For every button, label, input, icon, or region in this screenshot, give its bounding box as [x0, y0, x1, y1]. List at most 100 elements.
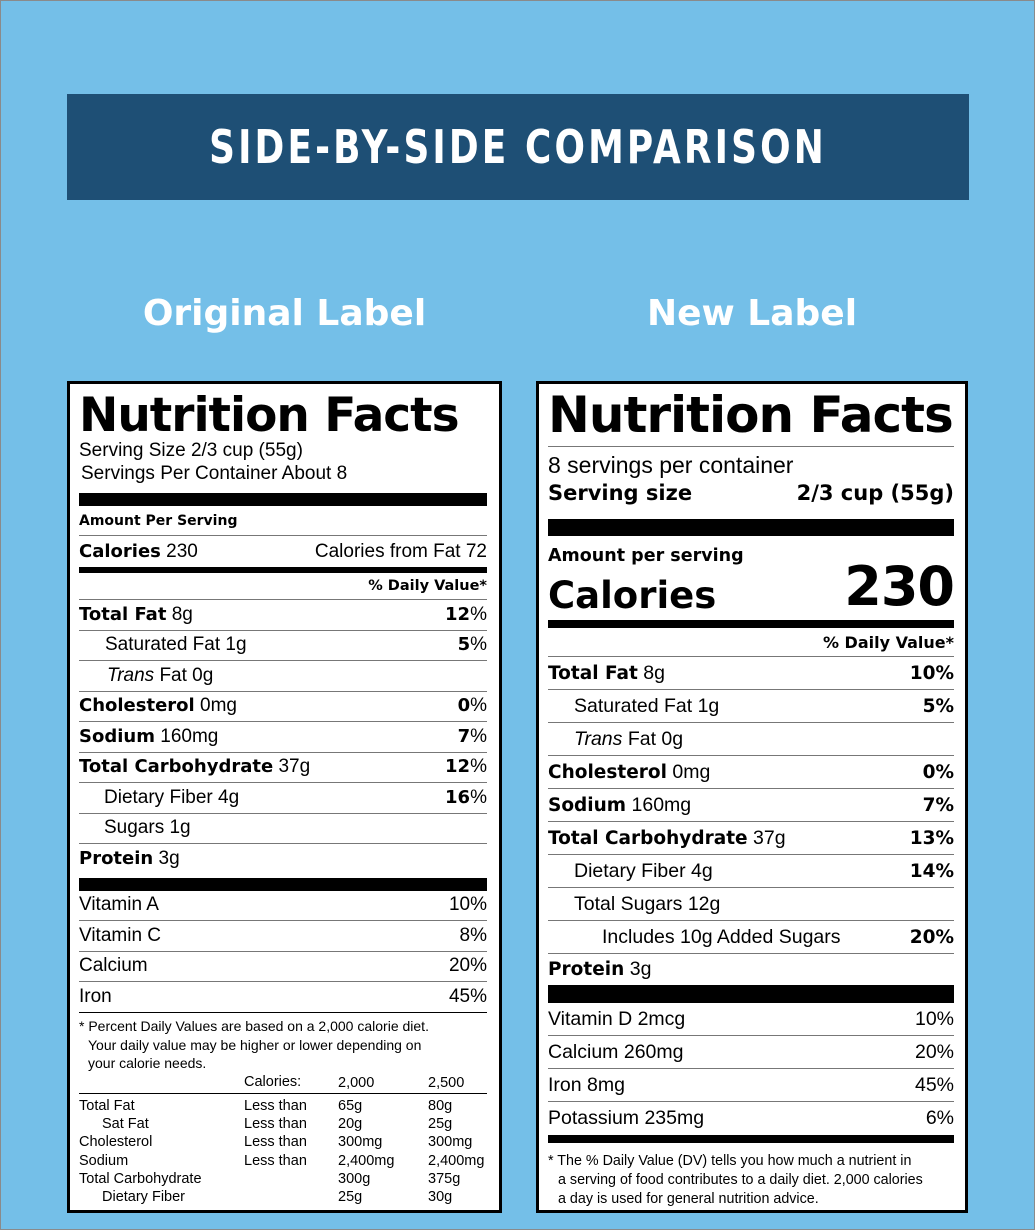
medium-divider: [79, 567, 487, 573]
footnote: * Percent Daily Values are based on a 2,…: [79, 1017, 487, 1073]
dv-v1: 300mg: [338, 1134, 383, 1151]
dv-name: Sat Fat: [102, 1116, 149, 1133]
vitamin-dv: 10%: [914, 1007, 954, 1030]
nutrient-amount: 8g: [643, 661, 665, 684]
nutrient-name: Dietary Fiber: [574, 859, 686, 882]
nutrient-amount: 3g: [158, 848, 180, 870]
vitamin-name: Iron: [79, 985, 112, 1007]
nutrient-dv: 16: [445, 786, 471, 808]
nutrient-dv: 20%: [909, 926, 954, 948]
vitamin-dv: 6%: [925, 1107, 954, 1129]
vitamin-row: Calcium 20%: [79, 952, 487, 982]
nutrient-row: Trans Fat 0g: [79, 661, 487, 692]
dv-cond: [244, 1170, 338, 1188]
dv-cond: Less than: [244, 1116, 307, 1133]
vitamin-name: Vitamin C: [79, 924, 162, 946]
daily-value-header-row: % Daily Value*: [79, 573, 487, 600]
nutrient-name: Sugars: [104, 817, 165, 839]
vitamin-row: Potassium 235mg 6%: [548, 1102, 954, 1135]
nutrient-name: Sodium: [548, 794, 627, 816]
calories-row: Calories 230: [548, 555, 955, 618]
nutrient-amount: 0mg: [672, 760, 711, 783]
serving-size-value: 2/3 cup (55g): [796, 481, 954, 505]
calories-row: Calories 230 Calories from Fat 72: [79, 536, 487, 567]
footnote-line: * The % Daily Value (DV) tells you how m…: [548, 1153, 912, 1169]
nutrient-dv: 14%: [909, 860, 954, 882]
nutrient-dv: 13%: [909, 827, 954, 849]
vitamin-row: Vitamin A 10%: [79, 891, 487, 921]
nutrient-name: Total Sugars: [574, 892, 683, 915]
nutrient-row: Saturated Fat 1g 5%: [548, 690, 954, 723]
nutrient-amount: 12g: [687, 892, 721, 915]
vitamin-dv: 45%: [448, 985, 487, 1007]
pct-sign: %: [470, 634, 487, 656]
vitamin-name: Iron 8mg: [548, 1073, 625, 1096]
thick-divider: [548, 985, 954, 1003]
vitamin-row: Calcium 260mg 20%: [548, 1036, 954, 1069]
dv-table-row: Sodium Less than 2,400mg 2,400mg: [79, 1152, 487, 1170]
banner-text: SIDE-BY-SIDE COMPARISON: [209, 120, 827, 174]
nutrient-dv: 7: [457, 725, 471, 747]
dv-header-cell: Calories:: [244, 1073, 302, 1090]
nutrient-name: Saturated Fat: [105, 634, 221, 656]
dv-table-row: Cholesterol Less than 300mg 300mg: [79, 1133, 487, 1151]
serving-size: Serving Size 2/3 cup (55g): [79, 440, 303, 461]
nutrient-dv: 5: [457, 634, 471, 656]
footnote-line: your calorie needs.: [88, 1054, 207, 1071]
nutrient-row: Dietary Fiber 4g 14%: [548, 855, 954, 888]
calories-label: Calories: [79, 540, 161, 562]
vitamin-name: Calcium: [79, 955, 148, 977]
comparison-banner: SIDE-BY-SIDE COMPARISON: [67, 94, 969, 200]
nutrient-row: Total Sugars 12g: [548, 888, 954, 921]
nutrient-row: Total Carbohydrate 37g 12%: [79, 753, 487, 783]
vitamin-row: Vitamin D 2mcg 10%: [548, 1003, 954, 1036]
footnote-line: * Percent Daily Values are based on a 2,…: [79, 1017, 429, 1034]
nutrient-dv: 12: [445, 603, 471, 625]
nutrient-row: Sugars 1g: [79, 814, 487, 844]
pct-sign: %: [470, 603, 487, 625]
dv-v1: 25g: [338, 1189, 363, 1206]
nutrient-amount: 160mg: [631, 793, 692, 816]
dv-name: Sodium: [79, 1152, 129, 1169]
calories-label: Calories: [548, 574, 717, 617]
pct-sign: %: [470, 756, 487, 778]
nutrient-amount: 4g: [691, 859, 713, 882]
nutrient-name: Trans: [107, 664, 155, 686]
nutrient-row: Protein 3g: [548, 954, 954, 985]
nutrient-amount: Fat 0g: [159, 664, 214, 686]
nutrient-name: Cholesterol: [548, 761, 667, 783]
nutrient-name: Total Fat: [79, 603, 167, 625]
serving-size-row: Serving size 2/3 cup (55g): [548, 479, 954, 507]
nutrient-amount: 1g: [225, 634, 247, 656]
calories-value: 230: [166, 540, 198, 562]
dv-v1: 300g: [338, 1170, 371, 1187]
daily-value-reference-table: Calories: 2,000 2,500 Total Fat Less than…: [79, 1073, 487, 1207]
dv-v2: 300mg: [428, 1134, 473, 1151]
nutrient-name: Total Fat: [548, 662, 638, 684]
dv-header-cell: 2,500: [428, 1074, 465, 1091]
nutrient-name: Sodium: [79, 725, 155, 747]
amount-per-serving: Amount Per Serving: [79, 512, 238, 529]
nutrient-dv: 0%: [922, 761, 954, 783]
nutrient-row: Total Fat 8g 12%: [79, 600, 487, 631]
nutrient-name: Protein: [79, 848, 154, 870]
dv-cond: [244, 1188, 338, 1206]
vitamin-name: Potassium 235mg: [548, 1107, 705, 1129]
thick-divider: [79, 877, 487, 891]
medium-divider: [548, 1135, 954, 1143]
dv-v1: 20g: [338, 1116, 363, 1133]
dv-name: Cholesterol: [79, 1134, 153, 1151]
servings-per-container: Servings Per Container About 8: [81, 463, 348, 484]
dv-v1: 65g: [338, 1097, 363, 1114]
nutrient-dv: 12: [445, 756, 471, 778]
dv-name: Total Carbohydrate: [79, 1170, 202, 1187]
dv-table-header: Calories: 2,000 2,500: [79, 1073, 487, 1094]
dv-name: Dietary Fiber: [102, 1189, 185, 1206]
vitamin-dv: 20%: [914, 1040, 954, 1063]
calories-value: 230: [844, 555, 955, 618]
amount-per-serving-row: Amount Per Serving: [79, 506, 487, 536]
pct-sign: %: [470, 695, 487, 717]
daily-value-header: % Daily Value*: [822, 632, 954, 652]
dv-table-row: Total Fat Less than 65g 80g: [79, 1093, 487, 1115]
daily-value-header: % Daily Value*: [368, 578, 487, 594]
